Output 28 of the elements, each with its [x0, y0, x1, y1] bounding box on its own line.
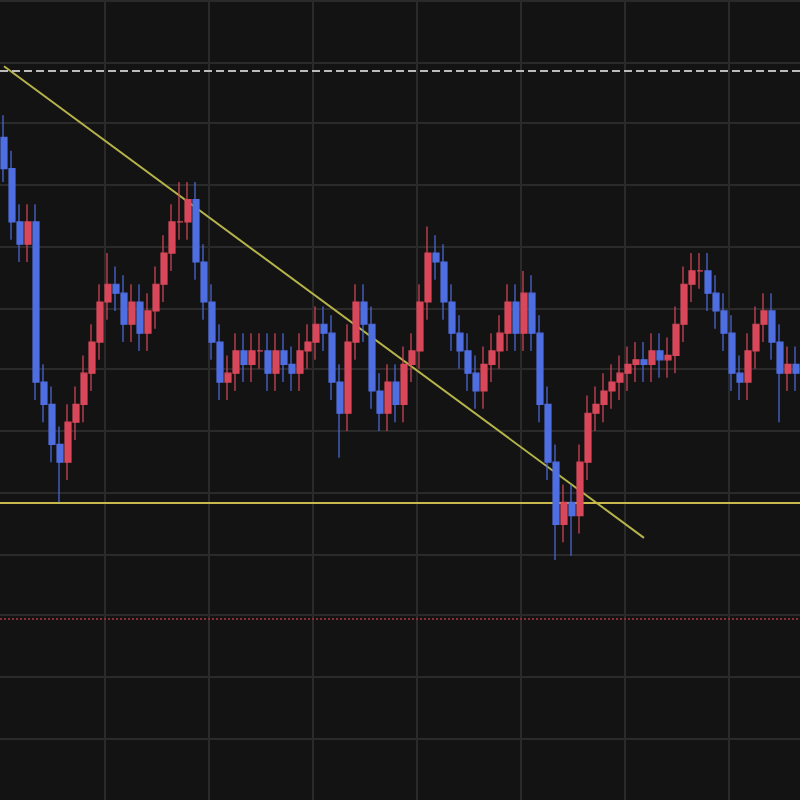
- candlestick: [240, 332, 248, 383]
- candlestick: [648, 332, 656, 383]
- candlestick: [384, 363, 392, 432]
- candlestick: [520, 270, 528, 352]
- candlestick: [632, 341, 640, 383]
- candlestick: [264, 332, 272, 392]
- candlestick: [280, 332, 288, 383]
- candlestick: [560, 483, 568, 543]
- candlestick: [24, 203, 32, 263]
- candlestick: [184, 181, 192, 241]
- candlestick: [784, 345, 792, 392]
- candlestick: [248, 332, 256, 383]
- candlestick: [120, 274, 128, 343]
- candlestick: [392, 363, 400, 423]
- candlestick: [136, 283, 144, 352]
- candlestick: [568, 483, 576, 557]
- candlestick: [600, 372, 608, 423]
- candlestick: [128, 283, 136, 343]
- candlestick: [512, 283, 520, 352]
- candlestick: [232, 332, 240, 392]
- candlestick: [312, 305, 320, 361]
- candlestick: [656, 332, 664, 379]
- candlestick: [272, 332, 280, 392]
- candlestick: [296, 332, 304, 392]
- candlestick: [792, 345, 800, 392]
- candlestick: [640, 341, 648, 383]
- candlestick: [624, 345, 632, 392]
- candlestick: [616, 354, 624, 401]
